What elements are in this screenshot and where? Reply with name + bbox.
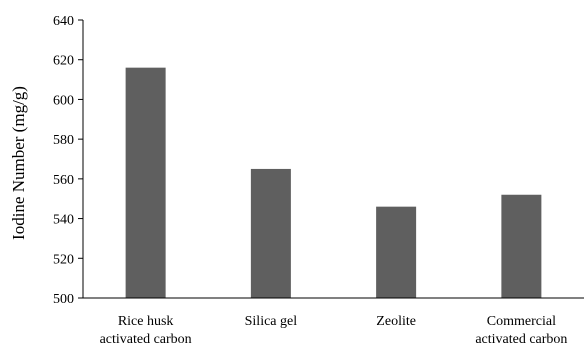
y-ticks-group: 500 520 540 560 580 600 620 640 <box>53 14 83 307</box>
y-tick-label-1: 520 <box>53 252 74 267</box>
bar-3 <box>501 194 542 298</box>
x-category-label-3: Commercial activated carbon <box>475 314 567 347</box>
x-category-label-1: Silica gel <box>245 314 298 329</box>
y-tick-label-2: 540 <box>53 213 74 228</box>
y-tick-label-7: 640 <box>53 14 74 29</box>
bar-2 <box>376 206 417 298</box>
bars-group <box>125 67 542 299</box>
y-tick-label-5: 600 <box>53 93 74 108</box>
axes-group <box>82 20 584 299</box>
bar-0 <box>125 67 166 299</box>
y-axis-title: Iodine Number (mg/g) <box>9 86 28 240</box>
x-labels-group: Rice husk activated carbon Silica gel Zeoli… <box>100 314 568 347</box>
y-tick-label-4: 580 <box>53 133 74 148</box>
y-tick-label-0: 500 <box>53 292 74 307</box>
y-tick-label-6: 620 <box>53 54 74 69</box>
x-category-label-2: Zeolite <box>376 314 416 329</box>
x-category-label-0: Rice husk activated carbon <box>100 314 192 347</box>
y-tick-label-3: 560 <box>53 173 74 188</box>
bar-1 <box>250 168 291 298</box>
